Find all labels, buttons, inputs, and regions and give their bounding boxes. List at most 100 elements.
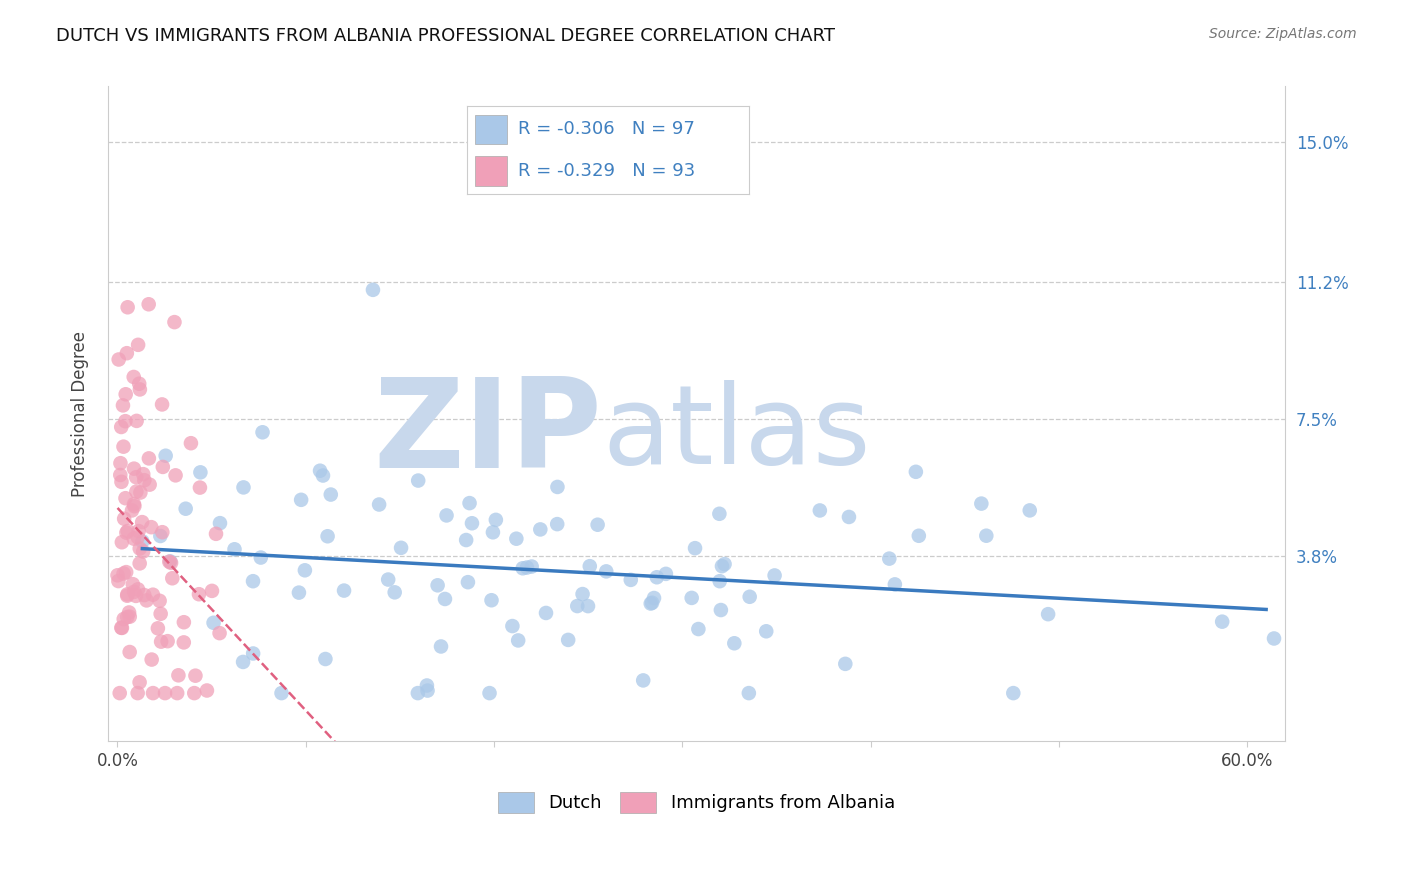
Point	[190, 466, 212, 480]
Point	[1036, 607, 1059, 622]
Point	[146, 621, 169, 635]
Point	[377, 573, 399, 587]
Point	[132, 467, 155, 482]
Point	[118, 645, 141, 659]
Point	[114, 387, 136, 401]
Point	[138, 297, 160, 311]
Point	[117, 587, 139, 601]
Point	[738, 686, 761, 700]
Point	[118, 606, 141, 620]
Point	[242, 574, 264, 589]
Point	[112, 440, 135, 454]
Point	[163, 315, 186, 329]
Point	[640, 597, 662, 611]
Point	[152, 459, 174, 474]
Point	[1211, 615, 1233, 629]
Point	[128, 376, 150, 391]
Point	[127, 686, 149, 700]
Point	[188, 481, 211, 495]
Point	[173, 615, 195, 630]
Point	[683, 541, 706, 556]
Point	[115, 525, 138, 540]
Point	[125, 484, 148, 499]
Point	[578, 559, 600, 574]
Point	[461, 516, 484, 531]
Point	[117, 300, 139, 314]
Text: DUTCH VS IMMIGRANTS FROM ALBANIA PROFESSIONAL DEGREE CORRELATION CHART: DUTCH VS IMMIGRANTS FROM ALBANIA PROFESS…	[56, 27, 835, 45]
Point	[457, 575, 479, 590]
Point	[576, 599, 599, 613]
Point	[149, 529, 172, 543]
Point	[121, 503, 143, 517]
Point	[567, 599, 589, 613]
Point	[128, 557, 150, 571]
Point	[111, 621, 134, 635]
Point	[368, 498, 391, 512]
Point	[557, 632, 579, 647]
Point	[485, 513, 508, 527]
Point	[546, 517, 568, 532]
Point	[121, 577, 143, 591]
Point	[131, 515, 153, 529]
Point	[879, 551, 901, 566]
Point	[150, 397, 173, 411]
Point	[319, 487, 342, 501]
Point	[208, 626, 231, 640]
Point	[155, 449, 177, 463]
Point	[107, 352, 129, 367]
Point	[115, 589, 138, 603]
Point	[141, 520, 163, 534]
Point	[173, 635, 195, 649]
Point	[713, 557, 735, 571]
Point	[252, 425, 274, 440]
Point	[162, 571, 184, 585]
Point	[205, 526, 228, 541]
Point	[224, 542, 246, 557]
Point	[645, 570, 668, 584]
Point	[595, 565, 617, 579]
Point	[202, 615, 225, 630]
Point	[141, 652, 163, 666]
Point	[482, 525, 505, 540]
Point	[1263, 632, 1285, 646]
Point	[534, 606, 557, 620]
Point	[125, 470, 148, 484]
Point	[571, 587, 593, 601]
Point	[134, 588, 156, 602]
Point	[208, 516, 231, 530]
Point	[111, 535, 134, 549]
Point	[710, 559, 733, 574]
Point	[107, 568, 129, 582]
Point	[127, 530, 149, 544]
Point	[195, 683, 218, 698]
Point	[688, 622, 710, 636]
Point	[242, 647, 264, 661]
Point	[904, 465, 927, 479]
Point	[641, 596, 664, 610]
Point	[132, 544, 155, 558]
Point	[115, 565, 138, 579]
Point	[110, 621, 132, 635]
Point	[159, 554, 181, 568]
Point	[128, 675, 150, 690]
Point	[430, 640, 453, 654]
Point	[142, 588, 165, 602]
Point	[249, 550, 271, 565]
Point	[314, 652, 336, 666]
Y-axis label: Professional Degree: Professional Degree	[72, 331, 89, 497]
Point	[709, 507, 731, 521]
Point	[834, 657, 856, 671]
Point	[110, 475, 132, 489]
Point	[520, 559, 543, 574]
Point	[128, 383, 150, 397]
Point	[478, 686, 501, 700]
Point	[149, 594, 172, 608]
Point	[138, 477, 160, 491]
Point	[127, 582, 149, 597]
Point	[681, 591, 703, 605]
Point	[481, 593, 503, 607]
Point	[738, 590, 761, 604]
Point	[436, 508, 458, 523]
Point	[166, 686, 188, 700]
Point	[183, 686, 205, 700]
